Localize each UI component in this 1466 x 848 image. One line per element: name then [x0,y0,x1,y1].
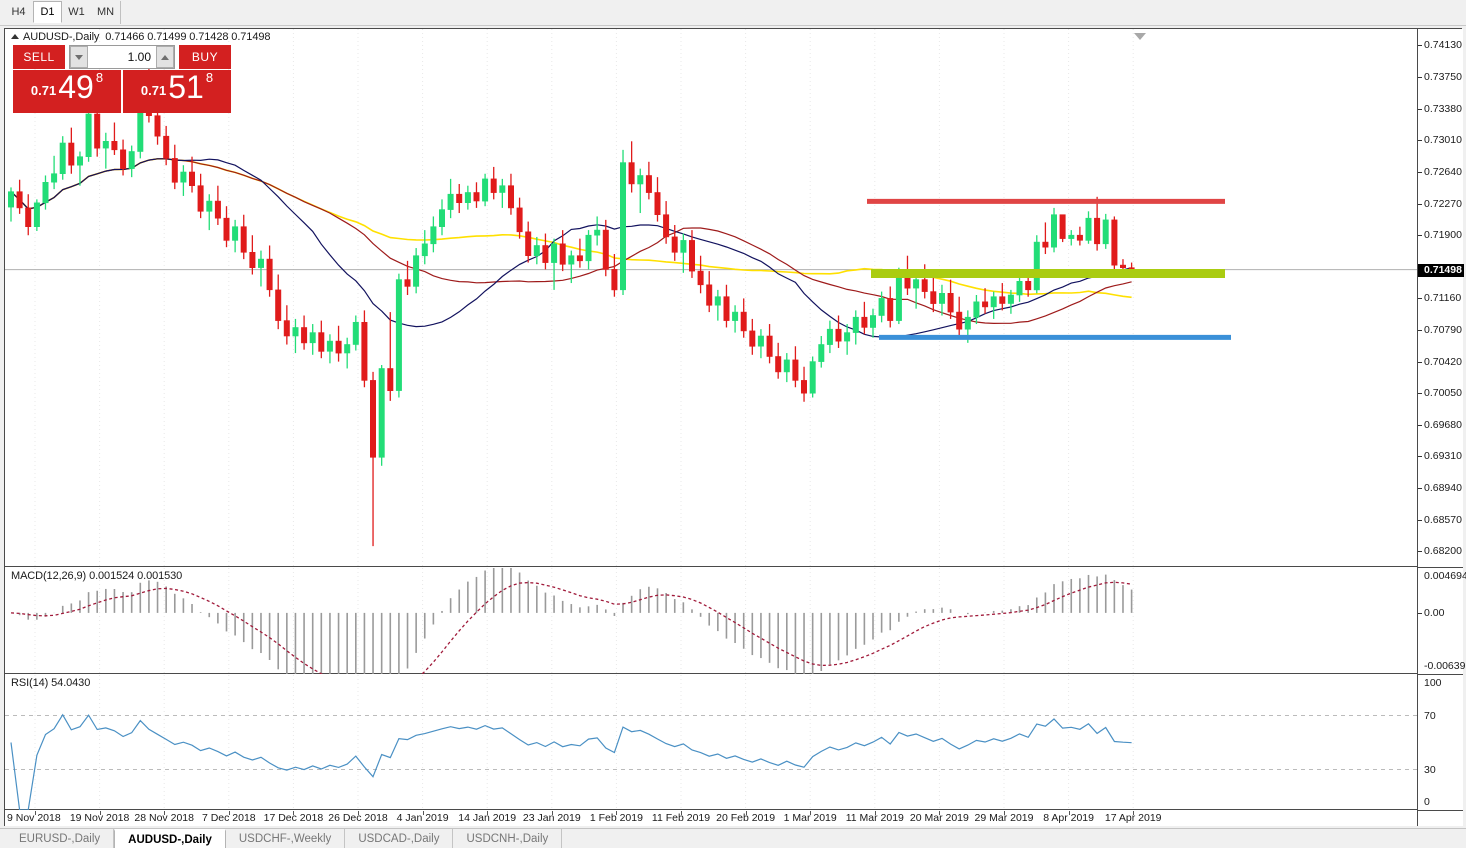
chart-ohlc-label: 0.71466 0.71499 0.71428 0.71498 [105,31,271,43]
rsi-scale: 100 70 30 0 [1417,675,1463,810]
chart-frame: AUDUSD-,Daily 0.71466 0.71499 0.71428 0.… [4,28,1466,826]
time-tick [810,811,812,815]
chart-tab[interactable]: USDCNH-,Daily [453,829,563,848]
timeframe-group: H4 D1 W1 MN [4,1,121,24]
volume-input[interactable]: 1.00 [69,45,175,69]
sell-price-fraction: 8 [95,70,104,85]
time-tick [99,811,101,815]
volume-decrement-button[interactable] [70,46,88,68]
buy-price-main: 51 [168,70,204,105]
chart-tab[interactable]: USDCAD-,Daily [345,829,454,848]
time-tick [164,811,166,815]
time-label: 23 Jan 2019 [522,812,581,824]
buy-button[interactable]: BUY [179,45,231,69]
macd-signal-line [10,581,1132,674]
timeframe-w1[interactable]: W1 [68,6,85,18]
time-label: 17 Apr 2019 [1104,812,1162,824]
trade-controls-row: SELL 1.00 BUY [13,45,231,69]
chart-tab-bar: EURUSD-,Daily AUDUSD-,Daily USDCHF-,Weekly… [0,828,1466,848]
time-tick [616,811,618,815]
time-tick [681,811,682,815]
timeframe-d1[interactable]: D1 [33,1,62,23]
chart-marker-icon [1134,33,1146,40]
time-tick [939,811,941,815]
sell-button[interactable]: SELL [13,45,65,69]
sell-price-quote[interactable]: 0.71 49 8 [13,70,121,113]
one-click-trading-panel[interactable]: SELL 1.00 BUY 0.71 49 8 0.71 51 8 [13,45,231,113]
timeframe-h4[interactable]: H4 [11,6,26,18]
time-tick [874,811,876,815]
time-tick [358,811,359,815]
ma-mid [10,158,1132,325]
sell-price-prefix: 0.71 [30,83,57,98]
time-label: 11 Feb 2019 [651,812,711,824]
time-label: 20 Feb 2019 [716,812,776,824]
time-axis: 9 Nov 2018 19 Nov 2018 28 Nov 2018 7 Dec 20… [5,811,1417,826]
time-tick [745,811,747,815]
time-label: 4 Jan 2019 [396,812,449,824]
time-label: 20 Mar 2019 [909,812,969,824]
time-tick [422,811,424,815]
chart-tab[interactable]: AUDUSD-,Daily [114,829,226,848]
timeframe-mn[interactable]: MN [96,6,115,18]
chart-tab[interactable]: USDCHF-,Weekly [226,829,346,848]
rsi-panel[interactable]: RSI(14) 54.0430 [5,675,1417,810]
time-label: 29 Mar 2019 [974,812,1034,824]
rsi-line [10,713,1132,810]
rsi-label: RSI(14) 54.0430 [11,677,91,689]
time-tick [487,811,489,815]
time-label: 7 Dec 2018 [201,812,256,824]
rsi-plot [5,675,1417,810]
time-label: 28 Nov 2018 [134,812,194,824]
chart-tab[interactable]: EURUSD-,Daily [6,829,115,848]
buy-price-prefix: 0.71 [140,83,167,98]
time-tick [1068,811,1070,815]
time-tick [228,811,230,815]
time-label: 11 Mar 2019 [845,812,904,824]
time-tick [35,811,36,815]
buy-price-quote[interactable]: 0.71 51 8 [123,70,231,113]
volume-value[interactable]: 1.00 [127,50,151,64]
timeframe-toolbar: H4 D1 W1 MN [0,0,1466,26]
time-label: 8 Apr 2019 [1043,812,1094,824]
triangle-up-icon [11,34,19,39]
time-label: 14 Jan 2019 [458,812,517,824]
macd-panel[interactable]: MACD(12,26,9) 0.001524 0.001530 [5,568,1417,674]
volume-increment-button[interactable] [156,46,174,68]
time-label: 9 Nov 2018 [7,812,61,824]
buy-price-fraction: 8 [205,70,214,85]
time-label: 26 Dec 2018 [328,812,388,824]
time-tick [1004,811,1005,815]
time-label: 19 Nov 2018 [69,812,130,824]
time-tick [551,811,553,815]
macd-scale: 0.004694 0.00 -0.00639 [1417,568,1466,674]
time-label: 1 Mar 2019 [783,812,837,824]
time-label: 1 Feb 2019 [589,812,643,824]
price-panel[interactable]: AUDUSD-,Daily 0.71466 0.71499 0.71428 0.… [5,29,1417,567]
chart-symbol-label: AUDUSD-,Daily [23,31,100,43]
chevron-down-icon [75,54,83,60]
ma-fast [10,158,1132,339]
time-tick [293,811,295,815]
current-price-label: 0.71498 [1418,263,1464,277]
macd-label: MACD(12,26,9) 0.001524 0.001530 [11,570,183,582]
chevron-up-icon [161,54,169,60]
macd-plot [10,568,1134,674]
sell-price-main: 49 [58,70,94,105]
chart-header: AUDUSD-,Daily 0.71466 0.71499 0.71428 0.… [11,31,270,43]
price-plot [5,29,1417,567]
time-label: 17 Dec 2018 [263,812,324,824]
time-tick [1133,811,1135,815]
